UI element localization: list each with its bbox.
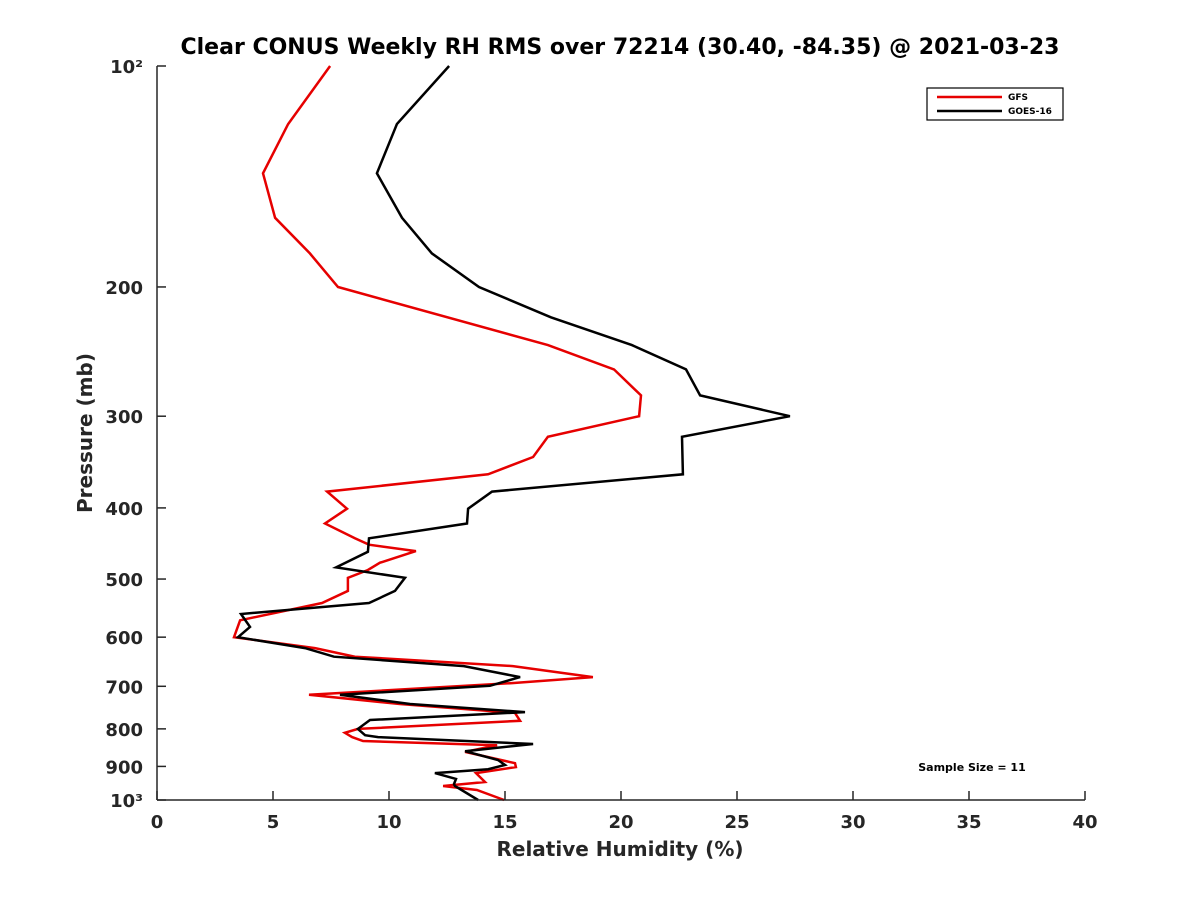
sample-size-annotation: Sample Size = 11 (918, 761, 1025, 774)
axes-layer: 0 5 10 15 20 25 30 35 40 10² 200 300 400 500 600 700 800… (105, 57, 1097, 833)
x-tick-label: 5 (267, 812, 280, 833)
y-tick-label: 200 (105, 278, 143, 299)
y-axis-label: Pressure (mb) (73, 353, 97, 513)
y-tick-label: 800 (105, 720, 143, 741)
y-tick-label: 500 (105, 570, 143, 591)
legend-label-goes16: GOES-16 (1008, 107, 1052, 117)
y-tick-label: 600 (105, 628, 143, 649)
y-tick-label: 400 (105, 499, 143, 520)
legend-box (926, 87, 1064, 121)
x-tick-label: 10 (376, 812, 401, 833)
y-tick-label: 300 (105, 407, 143, 428)
series-line-goes16 (235, 65, 791, 802)
x-tick-label: 0 (151, 812, 164, 833)
x-axis-label: Relative Humidity (%) (496, 837, 743, 861)
x-tick-label: 20 (608, 812, 633, 833)
x-tick-label: 35 (956, 812, 981, 833)
legend: GFS GOES-16 (926, 87, 1064, 121)
y-tick-label: 10² (110, 57, 143, 78)
x-tick-label: 40 (1072, 812, 1097, 833)
x-tick-label: 30 (840, 812, 865, 833)
y-tick-label: 10³ (110, 791, 143, 812)
x-tick-label: 25 (724, 812, 749, 833)
y-tick-label: 900 (105, 757, 143, 778)
x-tick-label: 15 (492, 812, 517, 833)
chart-title: Clear CONUS Weekly RH RMS over 72214 (30… (181, 35, 1060, 60)
series-layer (232, 65, 791, 802)
legend-label-gfs: GFS (1008, 93, 1028, 103)
y-tick-label: 700 (105, 677, 143, 698)
